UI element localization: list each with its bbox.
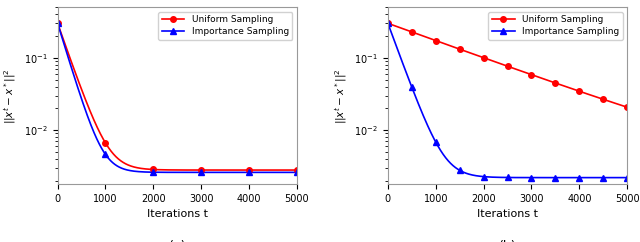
Y-axis label: $||x^t - x^*||^2$: $||x^t - x^*||^2$ bbox=[3, 68, 19, 123]
X-axis label: Iterations t: Iterations t bbox=[477, 209, 538, 219]
Title: (b): (b) bbox=[499, 240, 516, 242]
X-axis label: Iterations t: Iterations t bbox=[147, 209, 208, 219]
Legend: Uniform Sampling, Importance Sampling: Uniform Sampling, Importance Sampling bbox=[488, 12, 623, 40]
Title: (a): (a) bbox=[168, 240, 186, 242]
Y-axis label: $||x^t - x^*||^2$: $||x^t - x^*||^2$ bbox=[333, 68, 349, 123]
Legend: Uniform Sampling, Importance Sampling: Uniform Sampling, Importance Sampling bbox=[158, 12, 292, 40]
